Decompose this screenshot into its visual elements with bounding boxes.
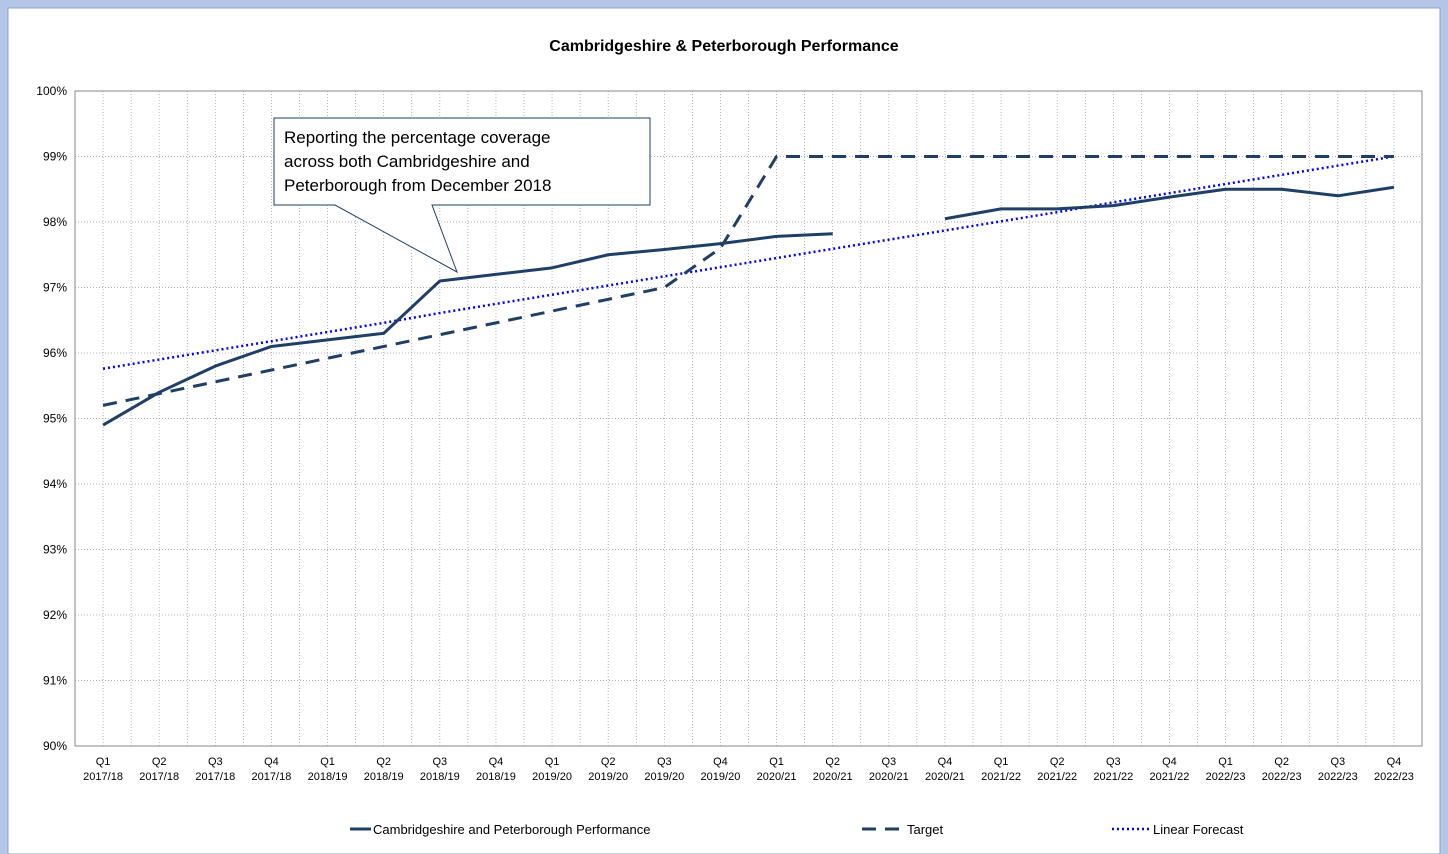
x-tick-label: 2022/23	[1318, 771, 1358, 783]
x-tick-label: Q2	[1274, 756, 1289, 768]
x-tick-label: Q2	[376, 756, 391, 768]
y-tick-label: 95%	[43, 412, 67, 426]
x-tick-label: 2020/21	[869, 771, 909, 783]
y-tick-label: 91%	[43, 674, 67, 688]
annotation: Reporting the percentage coverage across…	[273, 117, 651, 274]
x-tick-label: Q3	[1106, 756, 1121, 768]
y-tick-label: 98%	[43, 215, 67, 229]
annotation-line: across both Cambridgeshire and	[284, 152, 530, 171]
x-tick-label: Q4	[938, 756, 953, 768]
x-tick-label: Q3	[432, 756, 447, 768]
x-tick-label: 2022/23	[1262, 771, 1302, 783]
x-tick-label: Q4	[1387, 756, 1402, 768]
x-tick-label: 2021/22	[981, 771, 1021, 783]
x-tick-label: Q1	[320, 756, 335, 768]
annotation-line: Peterborough from December 2018	[284, 176, 551, 195]
x-tick-label: Q3	[881, 756, 896, 768]
x-tick-label: Q2	[601, 756, 616, 768]
x-tick-label: 2019/20	[701, 771, 741, 783]
x-tick-label: 2020/21	[813, 771, 853, 783]
x-tick-label: 2018/19	[420, 771, 460, 783]
x-tick-label: Q1	[769, 756, 784, 768]
x-tick-label: 2021/22	[1037, 771, 1077, 783]
x-tick-label: Q1	[1218, 756, 1233, 768]
legend-label: Cambridgeshire and Peterborough Performa…	[373, 822, 651, 837]
x-tick-label: 2021/22	[1150, 771, 1190, 783]
x-tick-label: 2020/21	[925, 771, 965, 783]
x-tick-label: 2017/18	[139, 771, 179, 783]
y-tick-label: 99%	[43, 150, 67, 164]
x-tick-label: Q3	[657, 756, 672, 768]
x-tick-label: 2019/20	[588, 771, 628, 783]
y-tick-label: 97%	[43, 281, 67, 295]
legend-label: Linear Forecast	[1153, 822, 1244, 837]
annotation-box	[273, 117, 651, 274]
annotation-line: Reporting the percentage coverage	[284, 128, 551, 147]
x-tick-label: Q4	[1162, 756, 1177, 768]
chart-panel	[7, 7, 1441, 854]
y-tick-label: 93%	[43, 543, 67, 557]
x-tick-label: 2018/19	[364, 771, 404, 783]
plot-frame	[74, 90, 1423, 747]
x-tick-label: Q3	[208, 756, 223, 768]
x-tick-label: Q4	[264, 756, 279, 768]
x-tick-label: Q4	[713, 756, 728, 768]
x-tick-label: Q2	[152, 756, 167, 768]
x-tick-label: 2022/23	[1374, 771, 1414, 783]
series-line	[102, 155, 1395, 370]
y-tick-label: 94%	[43, 477, 67, 491]
x-tick-label: 2018/19	[308, 771, 348, 783]
series-line	[102, 155, 1394, 407]
x-tick-label: 2020/21	[757, 771, 797, 783]
x-tick-label: Q2	[825, 756, 840, 768]
y-tick-label: 92%	[43, 608, 67, 622]
x-tick-label: Q3	[1330, 756, 1345, 768]
chart-title: Cambridgeshire & Peterborough Performanc…	[549, 38, 899, 55]
plot-area: 90% 91% 92% 93% 94% 95% 96% 97% 98% 99% 100% Q1 2017…	[36, 84, 1423, 783]
y-tick-label: 96%	[43, 346, 67, 360]
x-tick-label: 2019/20	[532, 771, 572, 783]
x-tick-label: 2017/18	[252, 771, 292, 783]
x-tick-label: 2018/19	[476, 771, 516, 783]
x-tick-label: Q4	[489, 756, 504, 768]
x-tick-label: 2017/18	[195, 771, 235, 783]
series-line	[102, 185, 1395, 427]
x-tick-label: Q1	[994, 756, 1009, 768]
y-tick-label: 100%	[36, 84, 67, 98]
legend-label: Target	[907, 822, 944, 837]
x-tick-label: Q1	[545, 756, 560, 768]
x-tick-label: 2022/23	[1206, 771, 1246, 783]
x-tick-label: Q1	[96, 756, 111, 768]
x-tick-label: 2017/18	[83, 771, 123, 783]
x-tick-label: 2021/22	[1093, 771, 1133, 783]
x-tick-label: 2019/20	[644, 771, 684, 783]
y-tick-label: 90%	[43, 739, 67, 753]
x-tick-label: Q2	[1050, 756, 1065, 768]
